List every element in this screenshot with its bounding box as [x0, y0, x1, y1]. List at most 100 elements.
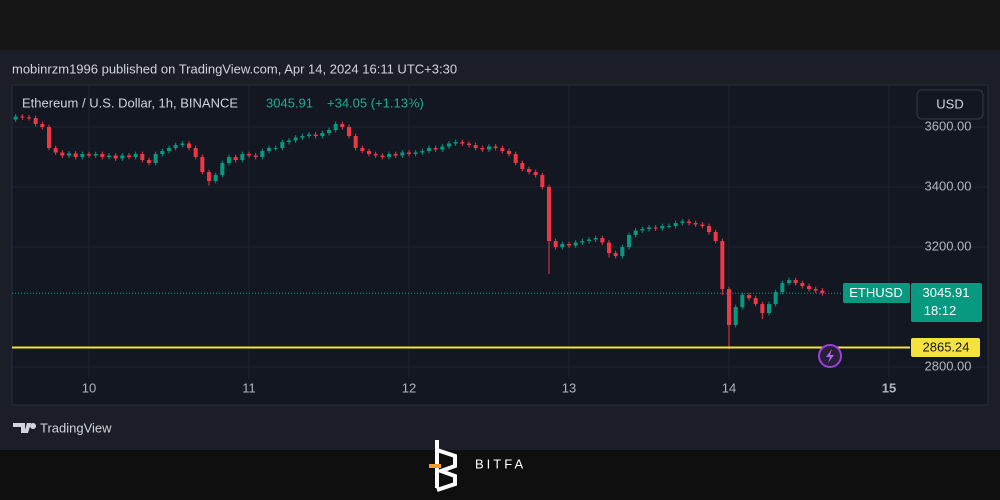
candle-body	[220, 163, 225, 176]
candle-body	[340, 124, 345, 128]
x-tick-label: 14	[722, 380, 736, 395]
y-tick-label: 2800.00	[925, 359, 972, 374]
candle-body	[320, 133, 325, 137]
y-tick-label: 3400.00	[925, 178, 972, 193]
candle-body	[767, 304, 771, 314]
candle-body	[507, 151, 511, 155]
price-label: 3045.91	[923, 285, 970, 300]
candle-body	[67, 153, 71, 156]
footer-bar	[0, 450, 1000, 500]
candle-body	[313, 134, 318, 137]
candle-body	[293, 137, 298, 141]
candle-body	[787, 280, 791, 284]
candle-body	[100, 154, 105, 158]
candle-body	[240, 154, 245, 161]
candle-body	[420, 151, 425, 153]
candle-body	[493, 146, 498, 149]
candle-body	[127, 155, 131, 158]
x-tick-label: 12	[402, 380, 416, 395]
candle-body	[287, 140, 291, 143]
candle-body	[647, 227, 651, 230]
candle-body	[273, 148, 278, 150]
candle-body	[427, 148, 431, 152]
candle-body	[733, 307, 738, 326]
candle-body	[467, 143, 471, 146]
candle-body	[567, 244, 571, 246]
plot: 2800.00 3200.00 3400.00 3600.00 10 11 12 13 14 15	[12, 85, 990, 395]
candle-body	[327, 130, 331, 134]
candle-body	[400, 152, 405, 156]
candle-body	[233, 157, 238, 161]
candle-body	[300, 136, 305, 138]
currency[interactable]: USD	[936, 96, 963, 111]
candle-body	[187, 143, 191, 149]
brand: BITFA	[475, 456, 526, 471]
alert-bolt	[826, 349, 834, 363]
candle-body	[173, 145, 178, 149]
candle-body	[613, 253, 618, 257]
candle-body	[753, 298, 758, 305]
tv-brand: TradingView	[40, 420, 112, 435]
candle-body	[40, 124, 45, 128]
candle-body	[547, 187, 551, 242]
candle-body	[360, 148, 365, 152]
candle-body	[120, 155, 125, 159]
candle-body	[207, 172, 211, 182]
candle-body	[47, 127, 51, 149]
candle-body	[580, 241, 585, 243]
candle-body	[153, 154, 158, 164]
candle-body	[633, 230, 638, 236]
legend-price: 3045.91	[266, 95, 313, 110]
candle-body	[680, 221, 685, 224]
candle-body	[347, 127, 351, 137]
candle-body	[227, 157, 231, 164]
candle-body	[760, 304, 765, 314]
candle-body	[93, 154, 98, 156]
candle-body	[593, 238, 598, 240]
candle-body	[693, 223, 698, 225]
candle-body	[13, 116, 18, 120]
candle-body	[600, 238, 605, 243]
candle-body	[607, 242, 611, 254]
x-tick-label: 11	[242, 380, 256, 395]
candle-body	[660, 226, 665, 229]
candle-body	[413, 152, 418, 155]
candle-body	[813, 289, 818, 291]
chart-title: Ethereum / U.S. Dollar, 1h, BINANCE	[22, 95, 238, 110]
candle-body	[573, 242, 578, 246]
countdown: 18:12	[924, 303, 957, 318]
candle-body	[27, 117, 31, 119]
symbol-badge	[843, 283, 910, 303]
candle-body	[533, 172, 538, 176]
price-badge	[911, 283, 982, 322]
candle-body	[513, 154, 518, 164]
candle-body	[707, 226, 711, 233]
candle-body	[380, 155, 385, 158]
candle-body	[33, 118, 38, 125]
candle-body	[560, 244, 565, 248]
candle-body	[247, 154, 251, 156]
candle-body	[260, 151, 265, 158]
candle-body	[60, 152, 65, 156]
currency-button[interactable]	[916, 89, 984, 120]
candle-body	[87, 154, 91, 156]
x-tick-label: 15	[882, 380, 896, 395]
candle-body	[280, 142, 285, 149]
candle-body	[253, 155, 258, 158]
candle-body	[587, 239, 591, 242]
candle-body	[727, 289, 731, 326]
y-tick-label: 3200.00	[925, 238, 972, 253]
candle-body	[500, 148, 505, 152]
candle-body	[700, 224, 705, 227]
candle-body	[407, 152, 411, 155]
candle-body	[53, 148, 58, 153]
candle-body	[773, 292, 778, 305]
candle-body	[553, 241, 558, 248]
candle-body	[387, 154, 391, 158]
candle-body	[747, 295, 751, 299]
candle-body	[720, 241, 725, 290]
candle-body	[820, 290, 825, 294]
candle-body	[367, 151, 371, 155]
candle-body	[527, 169, 531, 173]
